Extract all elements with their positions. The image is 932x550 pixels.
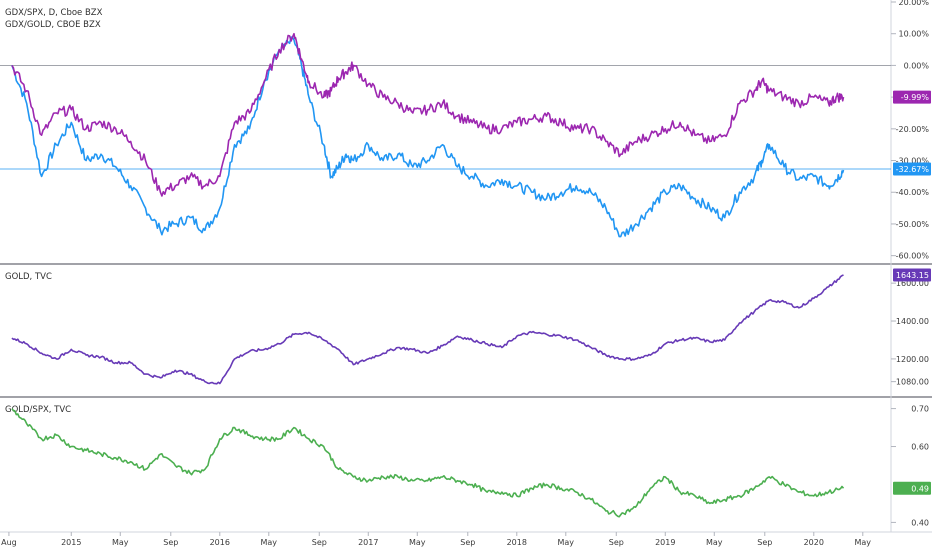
x-tick-label: May — [112, 538, 129, 547]
y-tick-label: 1400.00 — [896, 317, 929, 326]
x-tick-label: Sep — [460, 538, 475, 547]
x-tick-label: 2019 — [655, 538, 675, 547]
x-tick-label: May — [409, 538, 426, 547]
last-value-badge — [893, 481, 931, 495]
x-tick-label: Aug — [1, 538, 17, 547]
last-value-label: 0.49 — [911, 484, 929, 493]
series-layer — [11, 32, 845, 518]
pane-title-gold[interactable]: GOLD, TVC — [5, 272, 52, 282]
series-line-gdx-gold[interactable] — [11, 32, 845, 197]
last-value-label: -9.99% — [901, 93, 930, 102]
pane-subtitle-gdx-gold[interactable]: GDX/GOLD, CBOE BZX — [5, 20, 101, 30]
x-tick-label: May — [558, 538, 575, 547]
last-value-badge — [893, 90, 931, 104]
last-value-label: -32.67% — [896, 165, 930, 174]
x-tick-label: May — [855, 538, 872, 547]
x-tick-label: 2017 — [358, 538, 378, 547]
y-tick-label: 1080.00 — [896, 378, 929, 387]
last-value-label: 1643.15 — [896, 271, 929, 280]
y-tick-label: -50.00% — [896, 220, 930, 229]
pane-title-gdx-spx[interactable]: GDX/SPX, D, Cboe BZX — [5, 8, 103, 18]
series-line-gold-spx[interactable] — [11, 408, 845, 518]
pane-title-gold-spx[interactable]: GOLD/SPX, TVC — [5, 405, 71, 415]
y-tick-label: -30.00% — [896, 157, 930, 166]
x-tick-label: Sep — [163, 538, 178, 547]
y-tick-label: 0.00% — [904, 61, 930, 70]
series-line-gdx-spx[interactable] — [11, 36, 845, 238]
y-tick-label: 20.00% — [898, 0, 929, 7]
y-tick-label: 10.00% — [898, 30, 929, 39]
grid-layer — [0, 65, 891, 170]
x-tick-label: 2016 — [210, 538, 230, 547]
last-value-badge — [893, 268, 931, 282]
y-tick-label: 0.70 — [911, 405, 929, 414]
y-tick-label: 0.40 — [911, 518, 929, 527]
y-tick-label: -60.00% — [896, 252, 930, 261]
y-tick-label: -40.00% — [896, 188, 930, 197]
series-line-gold[interactable] — [11, 274, 844, 385]
x-tick-label: May — [706, 538, 723, 547]
y-tick-label: 1600.00 — [896, 279, 929, 288]
x-tick-label: Sep — [312, 538, 327, 547]
x-tick-label: 2015 — [61, 538, 81, 547]
x-tick-label: 2018 — [507, 538, 527, 547]
y-tick-label: -20.00% — [896, 125, 930, 134]
x-tick-label: Sep — [757, 538, 772, 547]
y-tick-label: 1200.00 — [896, 355, 929, 364]
x-tick-label: Sep — [609, 538, 624, 547]
x-tick-label: May — [261, 538, 278, 547]
last-value-badges: -32.67% -9.99% 1643.15 0.49 — [893, 90, 931, 495]
last-value-badge — [893, 162, 931, 176]
y-tick-label: 0.60 — [911, 443, 929, 452]
x-tick-label: 2020 — [804, 538, 824, 547]
